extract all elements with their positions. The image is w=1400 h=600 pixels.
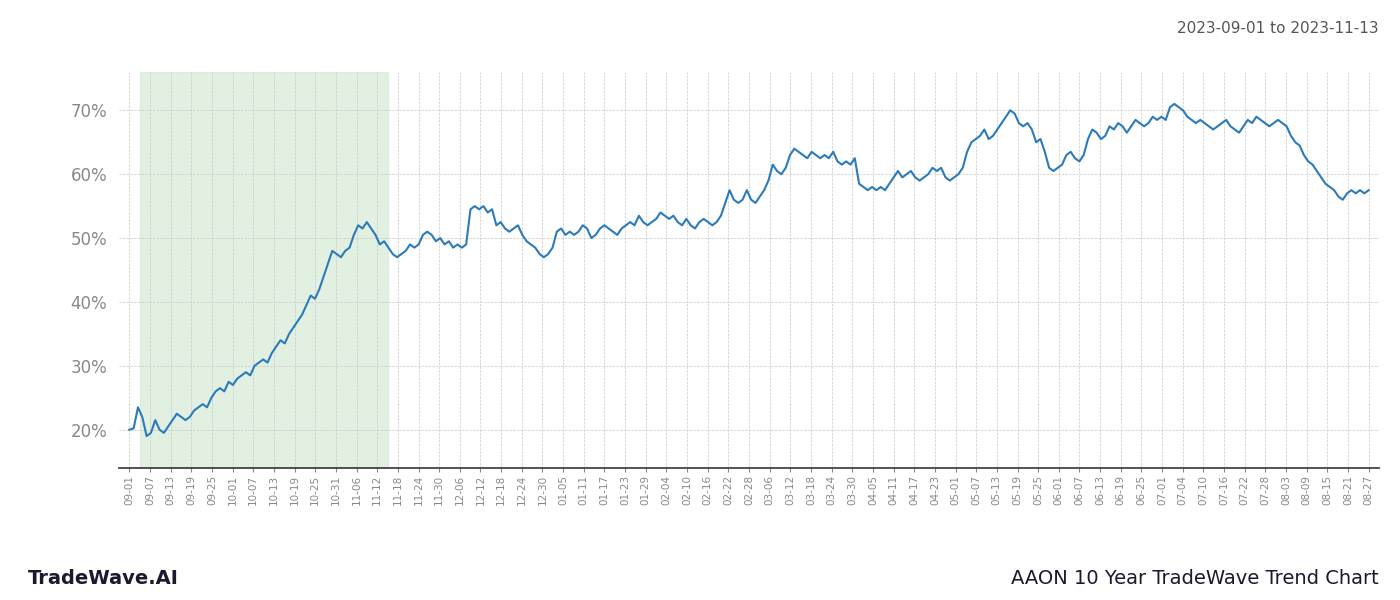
Text: TradeWave.AI: TradeWave.AI — [28, 569, 179, 588]
Text: AAON 10 Year TradeWave Trend Chart: AAON 10 Year TradeWave Trend Chart — [1011, 569, 1379, 588]
Bar — [140, 72, 388, 468]
Text: 2023-09-01 to 2023-11-13: 2023-09-01 to 2023-11-13 — [1177, 21, 1379, 36]
